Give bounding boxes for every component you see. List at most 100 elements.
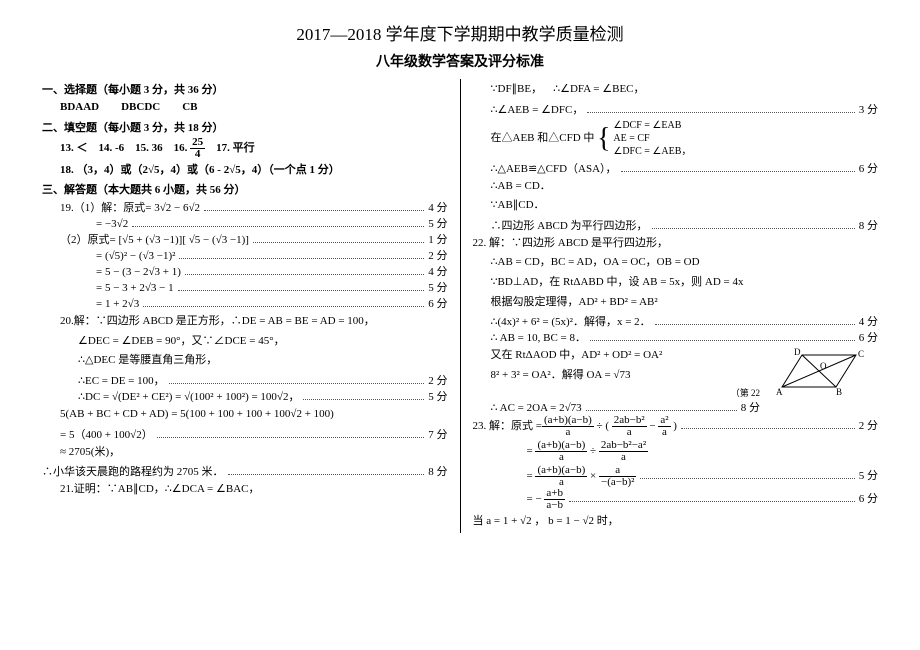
q19-l6: = 5 − 3 + 2√3 − 1 5 分 bbox=[42, 279, 448, 295]
q20-l6: 5(AB + BC + CD + AD) = 5(100 + 100 + 100… bbox=[42, 406, 448, 424]
q20-l4-text: ∴EC = DE = 100， bbox=[78, 372, 165, 388]
dotfill bbox=[204, 203, 424, 212]
dotfill bbox=[253, 235, 424, 244]
q19-l3-text: （2）原式= [√5 + (√3 −1)][ √5 − (√3 −1)] bbox=[60, 231, 249, 247]
parallelogram-diagram: A B C D O bbox=[764, 347, 874, 402]
q17: 17. 平行 bbox=[216, 142, 255, 154]
two-column-layout: 一、选择题（每小题 3 分，共 36 分） BDAAD DBCDC CB 二、填… bbox=[30, 79, 890, 533]
q22-l4: 根据勾股定理得，AD² + BD² = AB² bbox=[473, 294, 879, 312]
q23-l4: = − a+ba−b 6 分 bbox=[473, 488, 879, 511]
r-l3-text: ∴△AEB≌△CFD（ASA）， bbox=[491, 160, 617, 176]
q19-l2-pts: 5 分 bbox=[428, 215, 447, 231]
q19-l1: 19.（1）解：原式= 3√2 − 6√2 4 分 bbox=[42, 199, 448, 215]
q20-l2: ∠DEC = ∠DEB = 90°，又∵∠DCE = 45°， bbox=[42, 333, 448, 351]
r-l6-pts: 8 分 bbox=[859, 217, 878, 233]
exam-title: 2017—2018 学年度下学期期中教学质量检测 bbox=[30, 20, 890, 45]
q19-l2-text: = −3√2 bbox=[96, 218, 128, 230]
dotfill bbox=[169, 375, 425, 384]
r-l2: ∴∠AEB = ∠DFC， 3 分 bbox=[473, 101, 879, 117]
q20-l9: ∴小华该天晨跑的路程约为 2705 米． 8 分 bbox=[42, 463, 448, 479]
label-C: C bbox=[858, 349, 864, 359]
dotfill bbox=[587, 104, 854, 113]
r-l6: ∴四边形 ABCD 为平行四边形， 8 分 bbox=[473, 217, 879, 233]
dotfill bbox=[303, 391, 424, 400]
q22-l5-pts: 4 分 bbox=[859, 313, 878, 329]
dotfill bbox=[143, 299, 424, 308]
dotfill bbox=[569, 494, 855, 503]
q22-l6: ∴ AB = 10, BC = 8． 6 分 bbox=[473, 329, 879, 345]
section1-head: 一、选择题（每小题 3 分，共 36 分） bbox=[42, 81, 448, 97]
q20-l5: ∴DC = √(DE² + CE²) = √(100² + 100²) = 10… bbox=[42, 388, 448, 404]
q19-l1-pts: 4 分 bbox=[428, 199, 447, 215]
q20-l9-text: ∴小华该天晨跑的路程约为 2705 米． bbox=[42, 463, 224, 479]
q22-l9: ∴ AC = 2OA = 2√73 8 分 bbox=[473, 399, 761, 415]
dotfill bbox=[640, 471, 854, 480]
dotfill bbox=[621, 163, 855, 172]
q22-l9-text: ∴ AC = 2OA = 2√73 bbox=[491, 401, 582, 414]
brace-block: 在△AEB 和△CFD 中 { ∠DCF = ∠EAB AE = CF ∠DFC… bbox=[473, 119, 879, 158]
r-l2-pts: 3 分 bbox=[859, 101, 878, 117]
brace-icon: { bbox=[597, 126, 610, 151]
q23-last: 当 a = 1 + √2 ， b = 1 − √2 时， bbox=[473, 513, 879, 531]
q19-l3-pts: 1 分 bbox=[428, 231, 447, 247]
fill-row1: 13. ＜ 14. -6 15. 36 16. 25 4 17. 平行 bbox=[42, 137, 448, 160]
mc-answers: BDAAD DBCDC CB bbox=[42, 99, 448, 117]
section2-head: 二、填空题（每小题 3 分，共 18 分） bbox=[42, 119, 448, 135]
q16-den: 4 bbox=[190, 149, 205, 160]
section3-head: 三、解答题（本大题共 6 小题，共 56 分） bbox=[42, 181, 448, 197]
exam-subtitle: 八年级数学答案及评分标准 bbox=[30, 51, 890, 71]
dotfill bbox=[185, 267, 424, 276]
q16-label: 16. bbox=[174, 142, 188, 154]
q22-l9-pts: 8 分 bbox=[741, 399, 760, 415]
q22-l1: 22. 解：∵四边形 ABCD 是平行四边形， bbox=[473, 235, 879, 253]
dotfill bbox=[681, 421, 855, 430]
r-l3-pts: 6 分 bbox=[859, 160, 878, 176]
q19-l7-text: = 1 + 2√3 bbox=[96, 298, 139, 310]
brace-content: ∠DCF = ∠EAB AE = CF ∠DFC = ∠AEB， bbox=[613, 119, 691, 158]
q19-l1-text: 19.（1）解：原式= 3√2 − 6√2 bbox=[60, 199, 200, 215]
q20-l7-pts: 7 分 bbox=[428, 426, 447, 442]
r-l6-text: ∴四边形 ABCD 为平行四边形， bbox=[491, 217, 648, 233]
q19-l4-text: = (√5)² − (√3 −1)² bbox=[96, 250, 175, 262]
q20-l7-text: = 5（400 + 100√2） bbox=[60, 426, 153, 442]
q19-l4: = (√5)² − (√3 −1)² 2 分 bbox=[42, 247, 448, 263]
q22-l5: ∴(4x)² + 6² = (5x)²．解得，x = 2． 4 分 bbox=[473, 313, 879, 329]
q19-l7-pts: 6 分 bbox=[428, 295, 447, 311]
label-B: B bbox=[836, 387, 842, 397]
q19-l5: = 5 − (3 − 2√3 + 1) 4 分 bbox=[42, 263, 448, 279]
q16-frac: 25 4 bbox=[190, 137, 205, 160]
brace1: ∠DCF = ∠EAB bbox=[613, 120, 681, 131]
left-column: 一、选择题（每小题 3 分，共 36 分） BDAAD DBCDC CB 二、填… bbox=[30, 79, 461, 533]
brace-pre: 在△AEB 和△CFD 中 bbox=[491, 132, 595, 144]
q14: 14. -6 bbox=[99, 142, 125, 154]
q20-l5-text: ∴DC = √(DE² + CE²) = √(100² + 100²) = 10… bbox=[78, 388, 299, 404]
r-l5: ∵AB∥CD． bbox=[473, 197, 879, 215]
q22-l3: ∵BD⊥AD，在 RtΔABD 中，设 AB = 5x，则 AD = 4x bbox=[473, 274, 879, 292]
q19-l4-pts: 2 分 bbox=[428, 247, 447, 263]
q20-l3: ∴△DEC 是等腰直角三角形， bbox=[42, 352, 448, 370]
r-l3: ∴△AEB≌△CFD（ASA）， 6 分 bbox=[473, 160, 879, 176]
dotfill bbox=[586, 403, 737, 412]
q23-l4-text: = − a+ba−b bbox=[527, 488, 566, 511]
dotfill bbox=[179, 251, 424, 260]
label-D: D bbox=[794, 347, 801, 357]
q16-num: 25 bbox=[190, 137, 205, 149]
dotfill bbox=[178, 283, 425, 292]
q15: 15. 36 bbox=[135, 142, 163, 154]
q23-frac1: (a+b)(a−b)a ÷ ( 2ab−b²a − a²a ) bbox=[542, 415, 677, 438]
q19-l6-pts: 5 分 bbox=[428, 279, 447, 295]
q19-l6-text: = 5 − 3 + 2√3 − 1 bbox=[96, 282, 174, 294]
brace3: ∠DFC = ∠AEB， bbox=[613, 146, 691, 157]
q20-l4-pts: 2 分 bbox=[428, 372, 447, 388]
label-A: A bbox=[776, 387, 783, 397]
q19-l7: = 1 + 2√3 6 分 bbox=[42, 295, 448, 311]
r-l2-text: ∴∠AEB = ∠DFC， bbox=[491, 101, 584, 117]
dotfill bbox=[590, 332, 855, 341]
q22-l5-text: ∴(4x)² + 6² = (5x)²．解得，x = 2． bbox=[491, 313, 651, 329]
q22-l8-text: 8² + 3² = OA²．解得 OA = √73 bbox=[491, 369, 631, 381]
dotfill bbox=[655, 316, 855, 325]
right-column: ∵DF∥BE， ∴∠DFA = ∠BEC， ∴∠AEB = ∠DFC， 3 分 … bbox=[461, 79, 891, 533]
q19-l5-pts: 4 分 bbox=[428, 263, 447, 279]
dotfill bbox=[157, 429, 425, 438]
q23-l3-text: = (a+b)(a−b)a × a−(a−b)² bbox=[527, 465, 637, 488]
